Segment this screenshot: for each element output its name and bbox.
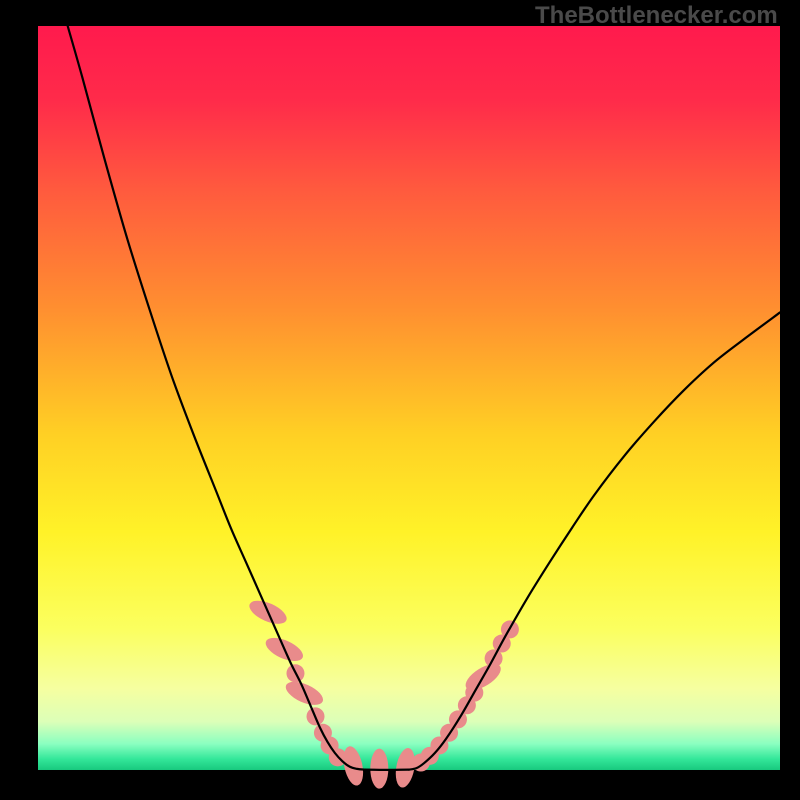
- watermark-label: TheBottlenecker.com: [535, 2, 778, 30]
- plot-area-rect: [38, 26, 780, 770]
- marker-bead: [370, 749, 388, 789]
- bottleneck-curve-chart: [0, 0, 800, 800]
